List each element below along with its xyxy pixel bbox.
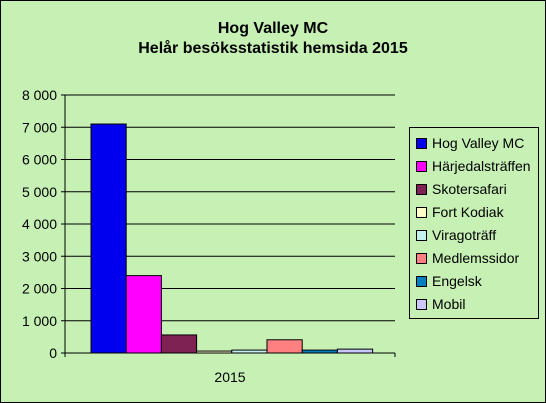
y-tick-label: 6 000 (22, 152, 57, 168)
legend-item: Viragoträff (416, 226, 496, 244)
legend-label: Engelsk (432, 273, 482, 289)
legend-label: Skotersafari (432, 181, 507, 197)
legend-swatch (416, 183, 427, 195)
legend-swatch (416, 137, 427, 149)
bar (336, 348, 374, 354)
y-tick-label: 3 000 (22, 248, 57, 264)
legend: Hog Valley MC Härjedalsträffen Skotersafar… (409, 127, 539, 319)
legend-label: Fort Kodiak (432, 204, 504, 220)
y-tick-label: 2 000 (22, 281, 57, 297)
legend-item: Skotersafari (416, 180, 507, 198)
legend-item: Härjedalsträffen (416, 157, 531, 175)
legend-item: Mobil (416, 295, 465, 313)
bar (125, 275, 162, 354)
bar (90, 123, 127, 354)
legend-label: Viragoträff (432, 227, 497, 243)
legend-swatch (416, 206, 427, 218)
legend-label: Medlemssidor (432, 250, 520, 266)
legend-label: Mobil (432, 296, 466, 312)
legend-item: Hog Valley MC (416, 134, 524, 152)
axes (61, 94, 396, 357)
y-tick-label: 8 000 (22, 87, 57, 103)
legend-item: Fort Kodiak (416, 203, 504, 221)
y-tick-label: 7 000 (22, 119, 57, 135)
legend-swatch (416, 275, 427, 287)
chart-title: Hog Valley MC (217, 20, 329, 37)
legend-swatch (416, 229, 427, 241)
chart-subtitle: Helår besöksstatistik hemsida 2015 (138, 40, 408, 57)
bar (160, 334, 198, 354)
y-tick-label: 4 000 (22, 216, 57, 232)
bar (266, 339, 303, 354)
legend-label: Hog Valley MC (432, 135, 525, 151)
x-tick-label: 2015 (214, 369, 245, 385)
legend-item: Engelsk (416, 272, 482, 290)
tick-labels: 0 1 000 2 000 3 000 4 000 5 000 6 000 7 000 8 00… (22, 87, 246, 385)
legend-swatch (416, 252, 427, 264)
legend-swatch (416, 298, 427, 310)
y-tick-label: 0 (49, 345, 57, 361)
y-tick-label: 5 000 (22, 184, 57, 200)
legend-label: Härjedalsträffen (432, 158, 531, 174)
legend-item: Medlemssidor (416, 249, 519, 267)
legend-swatch (416, 160, 427, 172)
y-tick-label: 1 000 (22, 313, 57, 329)
